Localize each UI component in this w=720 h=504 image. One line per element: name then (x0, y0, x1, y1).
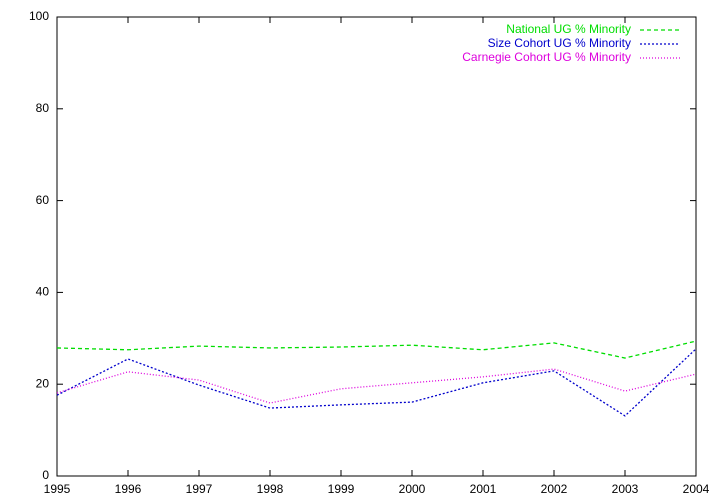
series-line (56, 340, 697, 359)
y-tick-label: 80 (36, 101, 50, 115)
legend-label: Carnegie Cohort UG % Minority (462, 50, 631, 64)
x-tick-label: 2002 (541, 482, 568, 496)
plot-frame (56, 16, 697, 477)
y-tick-label: 20 (36, 376, 50, 390)
legend-label: Size Cohort UG % Minority (488, 36, 631, 50)
x-tick-label: 2001 (470, 482, 497, 496)
x-tick-label: 1997 (186, 482, 213, 496)
y-tick-label: 100 (29, 9, 49, 23)
series-line (56, 348, 697, 417)
x-tick-label: 1995 (44, 482, 71, 496)
series-line (56, 368, 697, 404)
y-tick-label: 0 (42, 468, 49, 482)
legend-label: National UG % Minority (506, 22, 631, 36)
x-tick-label: 1998 (257, 482, 284, 496)
x-tick-label: 1996 (115, 482, 142, 496)
x-tick-label: 2000 (399, 482, 426, 496)
y-tick-label: 40 (36, 285, 50, 299)
x-tick-label: 2003 (612, 482, 639, 496)
x-tick-label: 2004 (683, 482, 710, 496)
x-tick-label: 1999 (328, 482, 355, 496)
y-tick-label: 60 (36, 193, 50, 207)
